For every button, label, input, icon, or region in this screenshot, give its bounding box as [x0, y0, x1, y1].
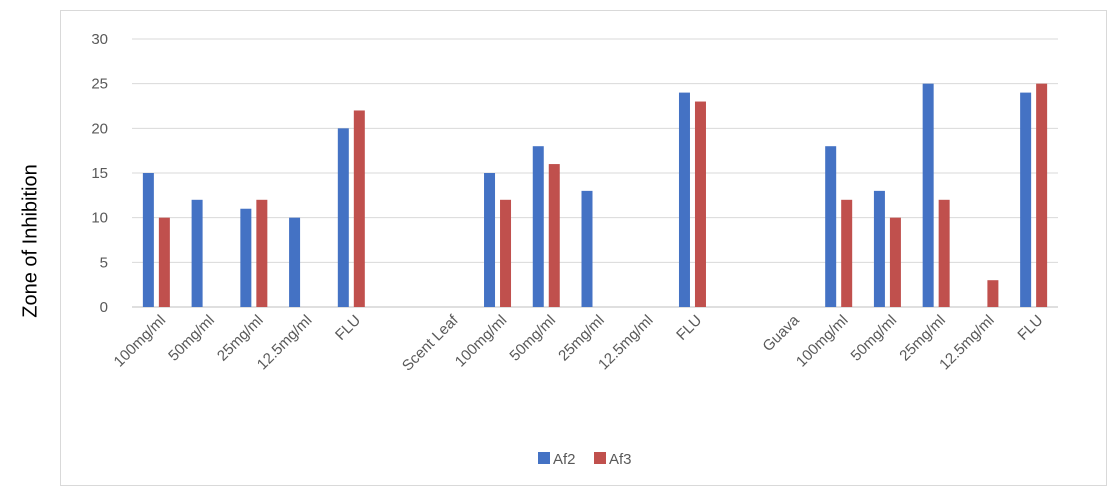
x-tick-label: 50mg/ml	[165, 312, 218, 365]
y-tick-label: 10	[91, 210, 108, 227]
bar-af3	[694, 101, 706, 308]
y-tick-label: 15	[91, 165, 108, 182]
bar-af2	[142, 173, 154, 307]
bar-af2	[337, 128, 349, 307]
bar-af3	[158, 217, 170, 307]
x-tick-label: Guava	[759, 311, 803, 355]
bar-af3	[987, 280, 999, 307]
bar-af3	[938, 199, 950, 307]
x-tick-label: FLU	[332, 312, 364, 344]
bar-af2	[532, 146, 544, 307]
y-tick-label: 0	[100, 299, 108, 316]
bar-af3	[841, 199, 853, 307]
y-tick-label: 30	[91, 31, 108, 48]
legend-swatch-af2	[538, 452, 550, 464]
bar-af2	[678, 92, 690, 307]
bar-af2	[240, 208, 252, 307]
bar-af2	[581, 190, 593, 307]
bar-af3	[256, 199, 268, 307]
legend-label-af2: Af2	[553, 451, 576, 468]
bar-af2	[825, 146, 837, 307]
bars	[142, 83, 1048, 308]
bar-af2	[191, 199, 203, 307]
legend-label-af3: Af3	[609, 451, 632, 468]
x-tick-label: 50mg/ml	[506, 312, 559, 365]
bar-af2	[873, 190, 885, 307]
bar-af3	[1036, 83, 1048, 308]
bar-af2	[922, 83, 934, 308]
legend: Af2 Af3	[538, 451, 632, 468]
bar-af3	[500, 199, 512, 307]
gridlines	[132, 38, 1058, 308]
bar-af3	[889, 217, 901, 307]
x-tick-label: FLU	[1014, 312, 1046, 344]
bar-af2	[1020, 92, 1032, 307]
y-tick-label: 20	[91, 120, 108, 137]
x-tick-label: 100mg/ml	[111, 312, 170, 371]
x-tick-label: FLU	[673, 312, 705, 344]
x-tick-label: 100mg/ml	[793, 312, 852, 371]
bar-af2	[484, 173, 496, 307]
x-tick-label: 100mg/ml	[452, 312, 511, 371]
bar-af3	[548, 164, 560, 307]
y-axis-ticks: 0 5 10 15 20 25 30	[91, 31, 108, 316]
x-tick-label: 50mg/ml	[848, 312, 901, 365]
y-tick-label: 25	[91, 76, 108, 93]
y-tick-label: 5	[100, 254, 108, 271]
legend-swatch-af3	[594, 452, 606, 464]
bar-af3	[353, 110, 365, 307]
bar-af2	[289, 217, 301, 307]
x-tick-label: Scent Leaf	[399, 311, 462, 374]
